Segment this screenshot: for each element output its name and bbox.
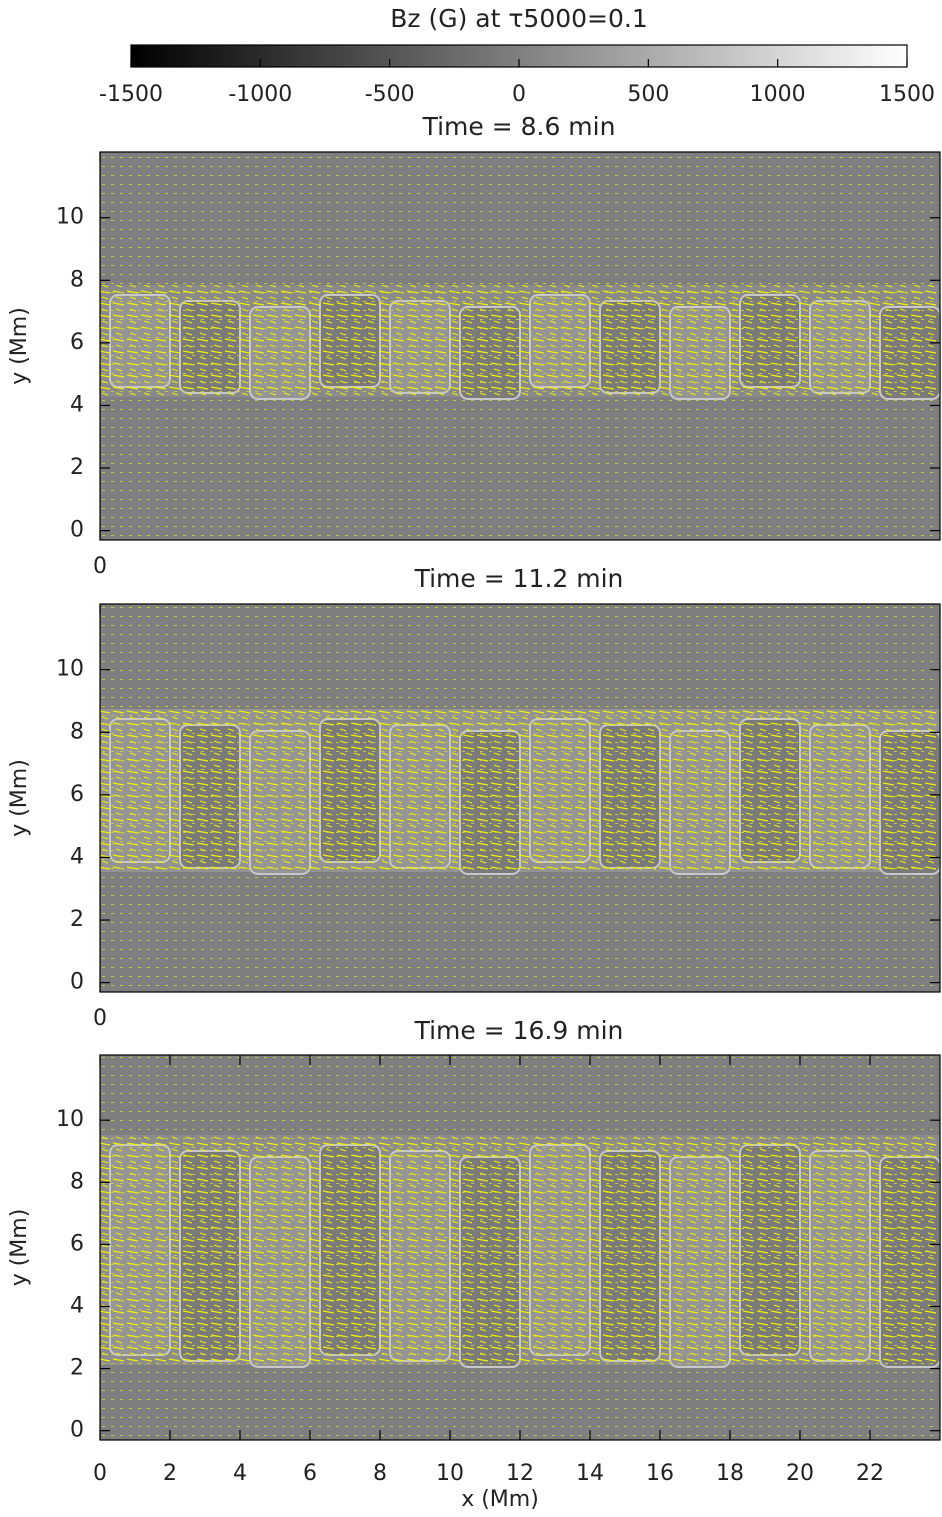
y-tick-label: 2: [70, 907, 84, 932]
y-tick-label: 6: [70, 330, 84, 355]
panel-title: Time = 8.6 min: [422, 112, 616, 141]
y-tick-label: 8: [70, 719, 84, 744]
velocity-grid: [100, 152, 940, 540]
y-tick-label: 8: [70, 1169, 84, 1194]
x-tick-label: 22: [856, 1461, 884, 1486]
x-tick-label: 20: [786, 1461, 814, 1486]
colorbar-title: Bz (G) at τ5000=0.1: [390, 4, 648, 33]
panel-title: Time = 11.2 min: [414, 564, 624, 593]
plot-frame: [99, 151, 941, 541]
x-tick-label: 10: [436, 1461, 464, 1486]
y-tick-label: 2: [70, 1356, 84, 1381]
x-tick-label: 0: [93, 1461, 107, 1486]
y-tick-label: 6: [70, 1231, 84, 1256]
y-tick-label: 10: [56, 1107, 84, 1132]
y-tick-label: 0: [70, 970, 84, 995]
velocity-grid: [100, 1055, 940, 1440]
y-tick-label: 2: [70, 455, 84, 480]
y-tick-label: 4: [70, 1293, 84, 1318]
velocity-grid: [100, 604, 940, 992]
colorbar-tick-label: -1000: [228, 82, 292, 107]
colorbar-tick-label: 0: [512, 82, 526, 107]
x-tick-label: 12: [506, 1461, 534, 1486]
y-tick-label: 4: [70, 844, 84, 869]
x-tick-label: 4: [233, 1461, 247, 1486]
y-tick-label: 0: [70, 1418, 84, 1443]
panel-title: Time = 16.9 min: [414, 1016, 624, 1045]
y-tick-label: 0: [70, 518, 84, 543]
x-tick-label: 2: [163, 1461, 177, 1486]
y-tick-label: 4: [70, 392, 84, 417]
x-tick-label: 0: [93, 1006, 107, 1031]
y-axis-label: y (Mm): [7, 1209, 32, 1287]
y-tick-label: 6: [70, 782, 84, 807]
y-tick-label: 10: [56, 205, 84, 230]
y-axis-label: y (Mm): [7, 307, 32, 385]
colorbar-tick-label: 1500: [879, 82, 935, 107]
colorbar-tick-label: 500: [627, 82, 669, 107]
x-tick-label: 0: [93, 554, 107, 579]
y-tick-label: 8: [70, 267, 84, 292]
colorbar-tick-label: -1500: [99, 82, 163, 107]
colorbar-tick-label: -500: [365, 82, 415, 107]
x-tick-label: 16: [646, 1461, 674, 1486]
x-tick-label: 6: [303, 1461, 317, 1486]
y-axis-label: y (Mm): [7, 759, 32, 837]
x-tick-label: 14: [576, 1461, 604, 1486]
y-tick-label: 10: [56, 657, 84, 682]
x-tick-label: 8: [373, 1461, 387, 1486]
x-axis-label: x (Mm): [461, 1487, 539, 1512]
plot-frame: [99, 603, 941, 993]
colorbar-tick-label: 1000: [750, 82, 806, 107]
x-tick-label: 18: [716, 1461, 744, 1486]
